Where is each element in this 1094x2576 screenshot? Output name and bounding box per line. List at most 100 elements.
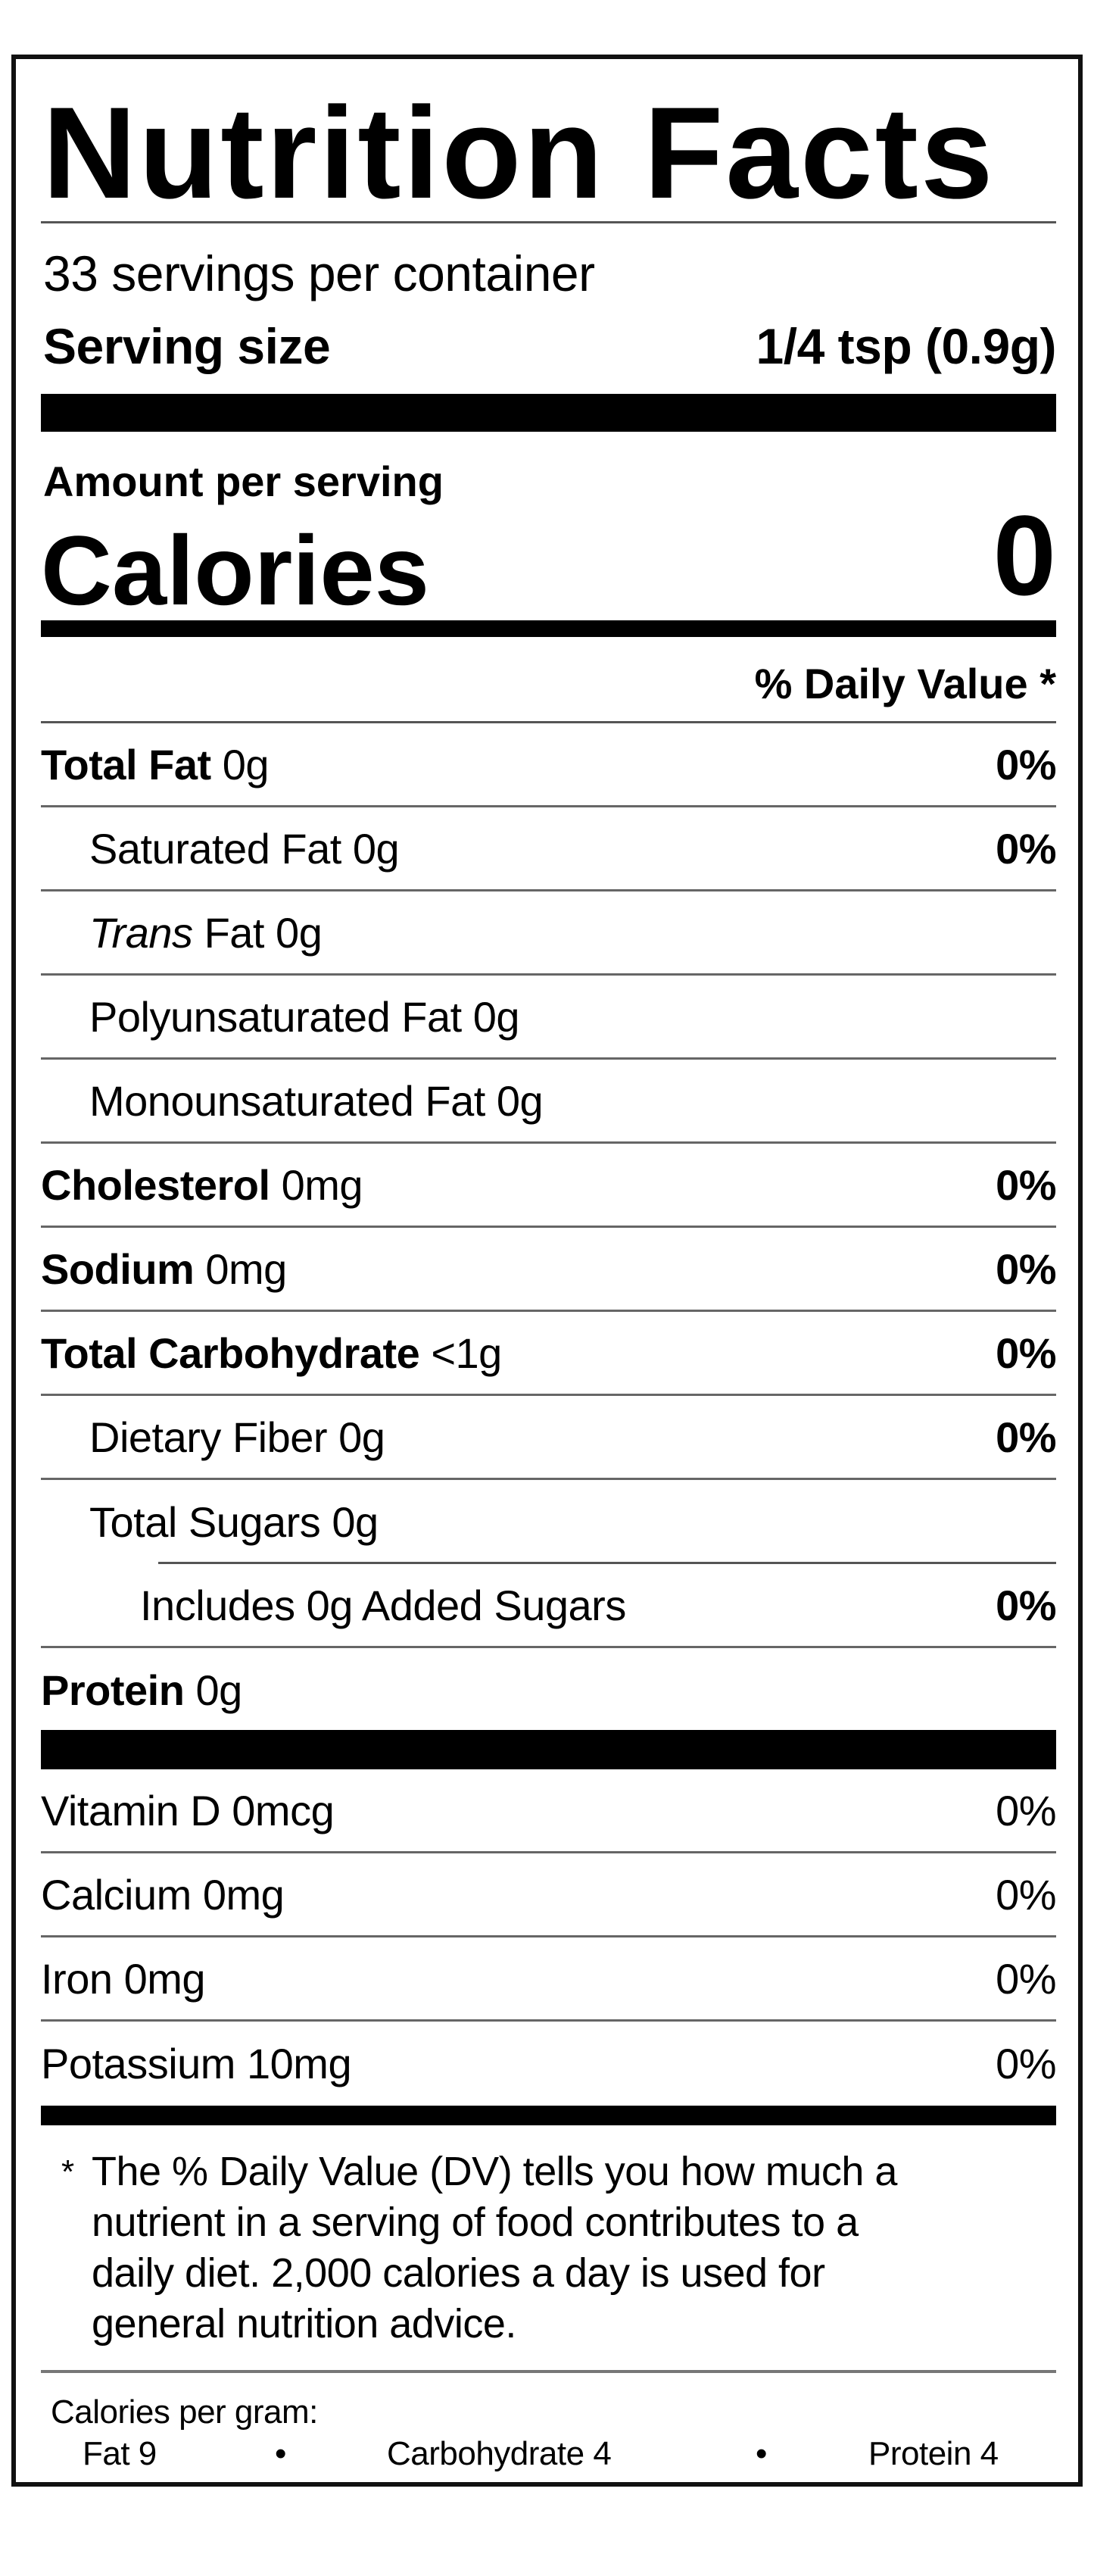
footnote-asterisk: *: [61, 2153, 75, 2190]
medium-divider: [41, 2106, 1056, 2125]
nutrient-amount: <1g: [431, 1329, 502, 1377]
nutrient-row: Protein 0g: [41, 1648, 1056, 1732]
nutrient-name: Monounsaturated Fat: [89, 1076, 485, 1125]
vitamin-amount: 10mg: [247, 2040, 352, 2087]
divider: [41, 721, 1056, 723]
nutrient-name: Protein: [41, 1666, 185, 1714]
servings-per-container: 33 servings per container: [43, 245, 595, 301]
nutrient-name: Cholesterol: [41, 1160, 270, 1209]
vitamin-name: Vitamin D: [41, 1786, 221, 1834]
nutrient-daily-value: 0%: [996, 1160, 1056, 1209]
vitamin-daily-value: 0%: [996, 1786, 1056, 1834]
vitamin-label: Vitamin D 0mcg: [41, 1786, 335, 1835]
nutrient-amount: 0g: [195, 1666, 242, 1714]
bullet-separator: •: [275, 2435, 287, 2472]
nutrient-name: Saturated Fat: [89, 824, 341, 873]
nutrient-label: Trans Fat 0g: [41, 908, 323, 957]
nutrient-row: Sodium 0mg 0%: [41, 1228, 1056, 1312]
nutrient-row: Saturated Fat 0g 0%: [41, 807, 1056, 891]
nutrient-label: Sodium 0mg: [41, 1244, 287, 1294]
nutrient-label: Total Fat 0g: [41, 740, 270, 789]
amount-per-serving: Amount per serving: [43, 457, 444, 505]
nutrient-label: Total Sugars 0g: [41, 1497, 379, 1547]
vitamin-row: Potassium 10mg 0%: [41, 2022, 1056, 2106]
vitamin-daily-value: 0%: [996, 2040, 1056, 2087]
nutrient-label: Polyunsaturated Fat 0g: [41, 992, 520, 1041]
nutrient-daily-value: 0%: [996, 824, 1056, 873]
divider: [41, 2370, 1056, 2373]
nutrient-label: Includes 0g Added Sugars: [41, 1581, 626, 1630]
nutrient-amount: 0g: [472, 992, 520, 1041]
bullet-separator: •: [756, 2435, 768, 2472]
nutrient-name: Total Sugars: [89, 1498, 321, 1546]
nutrient-label: Cholesterol 0mg: [41, 1160, 363, 1210]
footnote-line: The % Daily Value (DV) tells you how muc…: [92, 2149, 897, 2194]
footnote-line: general nutrition advice.: [92, 2301, 516, 2347]
footnote-text: The % Daily Value (DV) tells you how muc…: [92, 2147, 897, 2350]
vitamin-label: Calcium 0mg: [41, 1870, 285, 1919]
nutrient-label: Monounsaturated Fat 0g: [41, 1076, 544, 1126]
nutrient-amount: 0g: [222, 740, 270, 788]
nutrient-name: Includes 0g Added Sugars: [140, 1581, 626, 1629]
medium-divider: [41, 620, 1056, 637]
nutrient-row: Includes 0g Added Sugars 0%: [41, 1564, 1056, 1648]
nutrient-amount: 0mg: [281, 1160, 363, 1209]
nutrient-name: Total Fat: [41, 740, 211, 788]
nutrient-amount: 0g: [352, 824, 400, 873]
calories-per-gram-carbohydrate: Carbohydrate 4: [387, 2435, 612, 2472]
serving-size-row: Serving size 1/4 tsp (0.9g): [41, 318, 1057, 374]
nutrient-name: Total Carbohydrate: [41, 1329, 420, 1377]
nutrient-row: Cholesterol 0mg 0%: [41, 1144, 1056, 1228]
calories-per-gram-protein: Protein 4: [868, 2435, 999, 2472]
nutrient-row: Dietary Fiber 0g 0%: [41, 1396, 1056, 1480]
serving-size-label: Serving size: [43, 318, 331, 374]
vitamin-row: Iron 0mg 0%: [41, 1937, 1056, 2022]
nutrient-daily-value: 0%: [996, 1581, 1056, 1629]
nutrient-daily-value: 0%: [996, 1244, 1056, 1293]
nutrient-name-suffix: Fat: [204, 908, 265, 957]
vitamin-amount: 0mg: [202, 1870, 285, 1919]
divider: [41, 221, 1056, 223]
vitamin-row: Calcium 0mg 0%: [41, 1853, 1056, 1937]
daily-value-header: % Daily Value *: [754, 660, 1056, 707]
vitamin-name: Calcium: [41, 1870, 192, 1919]
nutrient-daily-value: 0%: [996, 1413, 1056, 1461]
nutrient-row: Monounsaturated Fat 0g: [41, 1060, 1056, 1144]
nutrient-row: Total Sugars 0g: [41, 1480, 1056, 1564]
calories-label: Calories: [41, 515, 430, 626]
footnote-line: nutrient in a serving of food contribute…: [92, 2200, 859, 2245]
nutrient-name: Trans: [89, 908, 193, 957]
vitamin-label: Iron 0mg: [41, 1954, 206, 2003]
vitamin-name: Potassium: [41, 2040, 235, 2087]
vitamin-daily-value: 0%: [996, 1954, 1056, 2003]
nutrient-amount: 0g: [496, 1076, 544, 1125]
nutrient-row: Total Fat 0g 0%: [41, 723, 1056, 807]
nutrient-amount: 0g: [332, 1498, 379, 1546]
nutrient-label: Total Carbohydrate <1g: [41, 1329, 502, 1378]
vitamin-name: Iron: [41, 1954, 113, 2003]
label-title: Nutrition Facts: [42, 80, 996, 226]
nutrient-name: Polyunsaturated Fat: [89, 992, 462, 1041]
vitamin-amount: 0mcg: [232, 1786, 335, 1834]
nutrient-label: Dietary Fiber 0g: [41, 1413, 385, 1462]
indented-divider: [158, 1562, 1056, 1564]
nutrient-amount: 0g: [276, 908, 323, 957]
nutrient-label: Protein 0g: [41, 1666, 242, 1715]
nutrient-name: Dietary Fiber: [89, 1413, 328, 1461]
vitamin-row: Vitamin D 0mcg 0%: [41, 1769, 1056, 1853]
calories-per-gram-fat: Fat 9: [83, 2435, 157, 2472]
nutrient-row: Polyunsaturated Fat 0g: [41, 976, 1056, 1060]
nutrient-label: Saturated Fat 0g: [41, 824, 400, 873]
calories-per-gram-label: Calories per gram:: [51, 2393, 318, 2431]
nutrient-amount: 0mg: [205, 1244, 287, 1293]
vitamin-daily-value: 0%: [996, 1870, 1056, 1919]
vitamin-amount: 0mg: [123, 1954, 206, 2003]
thick-divider: [41, 1730, 1056, 1769]
vitamin-label: Potassium 10mg: [41, 2039, 352, 2088]
footnote-line: daily diet. 2,000 calories a day is used…: [92, 2250, 825, 2296]
nutrient-daily-value: 0%: [996, 1329, 1056, 1377]
serving-size-value: 1/4 tsp (0.9g): [756, 318, 1057, 374]
thick-divider: [41, 394, 1056, 432]
nutrient-name: Sodium: [41, 1244, 195, 1293]
nutrient-row: Total Carbohydrate <1g 0%: [41, 1312, 1056, 1396]
